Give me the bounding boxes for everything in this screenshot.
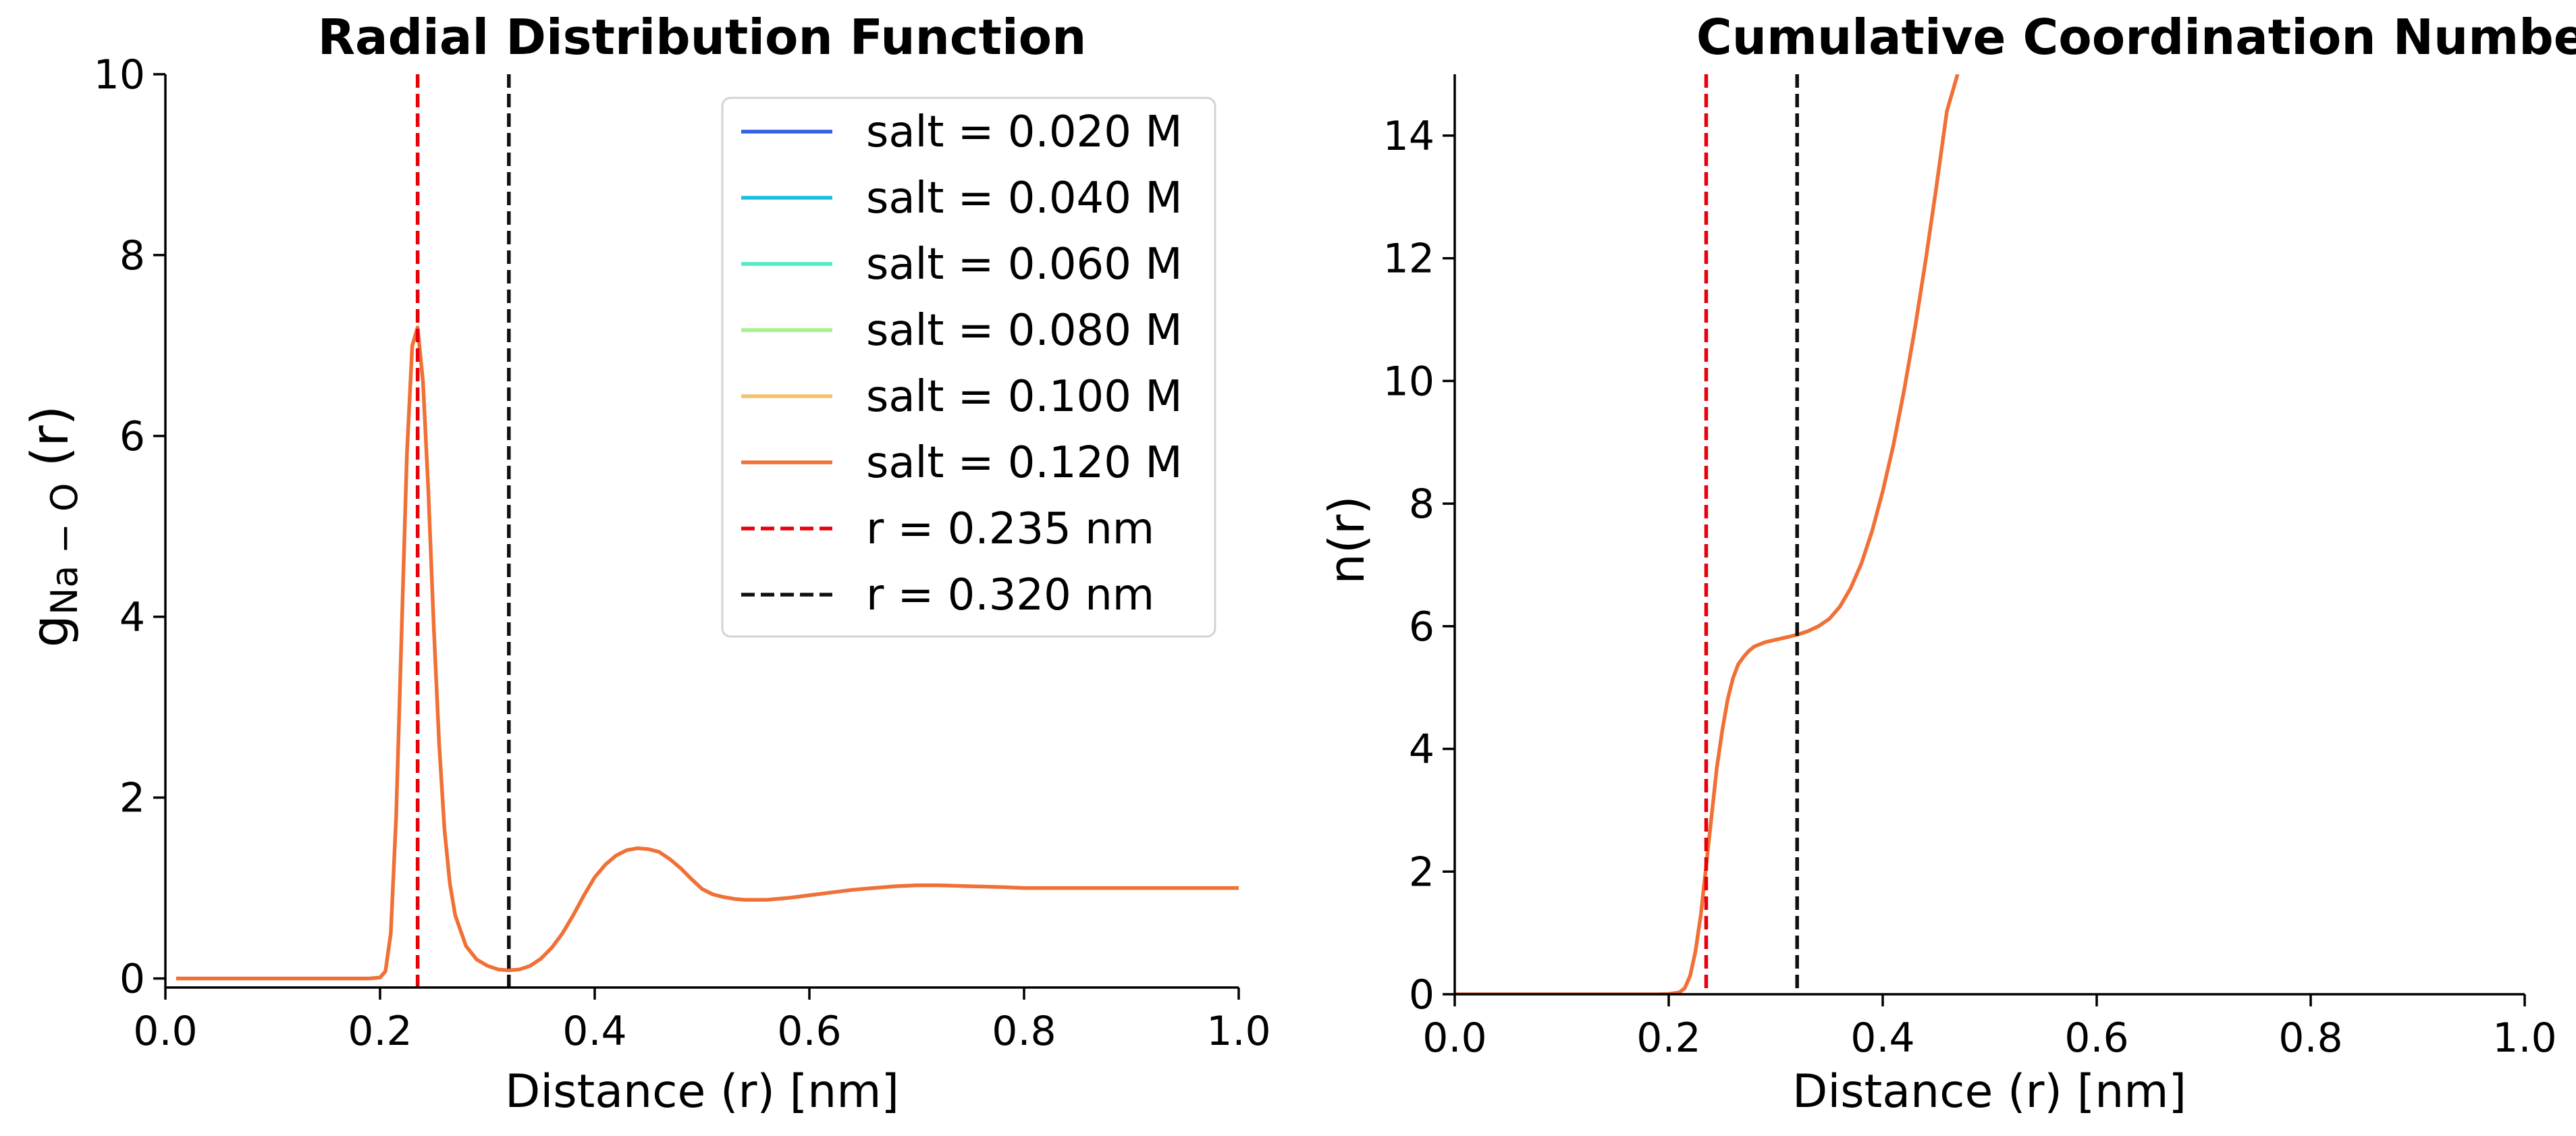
cn-series-series-0 (1455, 74, 1960, 994)
rdf-plot-area (176, 74, 1239, 988)
cn-ytick-label: 14 (1383, 113, 1434, 160)
cn-xtick-label: 0.0 (1422, 1015, 1486, 1062)
cn-ticks: 0.0 0.2 0.4 0.6 0.8 1.0 0 2 4 6 8 10 12 14 (1383, 113, 2557, 1062)
cn-xtick-label: 0.6 (2064, 1015, 2128, 1062)
cn-ytick-label: 8 (1409, 481, 1434, 528)
rdf-ytick-label: 10 (94, 51, 145, 99)
rdf-ytick-label: 6 (119, 413, 145, 460)
legend-label-salt-0-120-m: salt = 0.120 M (866, 438, 1183, 488)
rdf-ytick-label: 0 (119, 956, 145, 1003)
cn-panel: Cumulative Coordination Number 0.0 0.2 0.4… (1318, 9, 2576, 1118)
rdf-xtick-label: 1.0 (1206, 1008, 1270, 1055)
rdf-ytick-label: 8 (119, 232, 145, 279)
rdf-ytick-label: 2 (119, 775, 145, 822)
rdf-xtick-label: 0.6 (777, 1008, 841, 1055)
legend-label-salt-0-080-m: salt = 0.080 M (866, 306, 1183, 356)
cn-ytick-label: 12 (1383, 236, 1434, 283)
rdf-x-label: Distance (r) [nm] (505, 1065, 899, 1118)
legend-box (721, 97, 1216, 638)
rdf-y-label: gNa − O (r) (20, 406, 86, 648)
cn-x-label: Distance (r) [nm] (1792, 1065, 2186, 1118)
rdf-xtick-label: 0.2 (348, 1008, 412, 1055)
cn-xtick-label: 0.2 (1636, 1015, 1700, 1062)
cn-y-label: n(r) (1318, 495, 1375, 584)
cn-ytick-label: 2 (1409, 848, 1434, 896)
rdf-xtick-label: 0.0 (133, 1008, 197, 1055)
rdf-series-salt-0-120-m (176, 325, 1239, 981)
legend-label-salt-0-020-m: salt = 0.020 M (866, 107, 1183, 157)
legend-label-salt-0-040-m: salt = 0.040 M (866, 173, 1183, 223)
rdf-panel: Radial Distribution Function 0.0 0.2 0.4 0.… (20, 9, 1271, 1118)
legend-label-r-0-320-nm: r = 0.320 nm (866, 570, 1154, 620)
rdf-xtick-label: 0.8 (992, 1008, 1056, 1055)
legend-label-salt-0-060-m: salt = 0.060 M (866, 240, 1183, 290)
rdf-title: Radial Distribution Function (318, 9, 1087, 65)
cn-plot-area (1455, 74, 1960, 994)
cn-xtick-label: 1.0 (2492, 1015, 2556, 1062)
cn-xtick-label: 0.8 (2278, 1015, 2342, 1062)
rdf-ytick-label: 4 (119, 594, 145, 641)
cn-xtick-label: 0.4 (1850, 1015, 1914, 1062)
legend-label-salt-0-100-m: salt = 0.100 M (866, 372, 1183, 422)
cn-ytick-label: 0 (1409, 971, 1434, 1019)
legend: salt = 0.020 M salt = 0.040 M salt = 0.060… (721, 97, 1216, 638)
cn-title: Cumulative Coordination Number (1696, 9, 2576, 65)
cn-ytick-label: 6 (1409, 603, 1434, 651)
cn-ytick-label: 10 (1383, 358, 1434, 405)
cn-ytick-label: 4 (1409, 726, 1434, 774)
legend-label-r-0-235-nm: r = 0.235 nm (866, 504, 1154, 554)
rdf-xtick-label: 0.4 (562, 1008, 626, 1055)
rdf-ticks: 0.0 0.2 0.4 0.6 0.8 1.0 0 2 4 6 8 10 (94, 51, 1271, 1055)
